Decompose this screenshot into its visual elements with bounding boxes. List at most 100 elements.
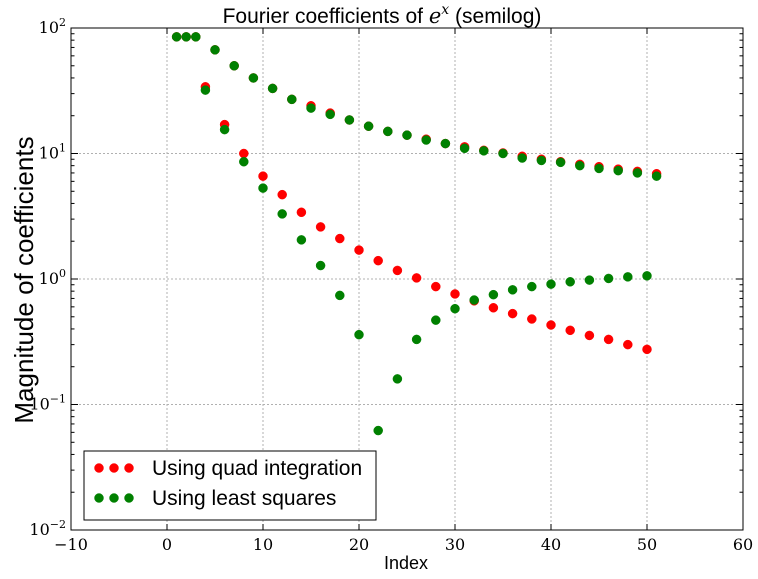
point-lstsq <box>210 45 220 55</box>
x-axis-label: Index <box>384 553 428 573</box>
x-tick-label: 40 <box>541 535 561 554</box>
point-lstsq <box>373 425 383 436</box>
chart-title: Fourier coefficients of ex (semilog) <box>223 0 542 28</box>
legend-dot <box>94 463 104 473</box>
point-lstsq <box>565 277 575 287</box>
x-tick-label: 0 <box>162 535 172 554</box>
point-quad <box>584 330 595 341</box>
point-lstsq <box>651 171 662 181</box>
legend-label-lstsq: Using least squares <box>152 487 336 510</box>
point-quad <box>277 189 287 200</box>
point-quad <box>546 320 556 330</box>
point-quad <box>565 325 575 336</box>
point-quad <box>296 207 307 218</box>
point-lstsq <box>344 115 355 125</box>
x-tick-label: 50 <box>637 535 657 554</box>
point-lstsq <box>191 32 201 42</box>
point-lstsq <box>296 235 307 245</box>
point-quad <box>354 245 364 255</box>
point-quad <box>431 281 441 292</box>
point-lstsq <box>642 271 652 281</box>
point-lstsq <box>488 289 499 300</box>
point-lstsq <box>431 315 441 325</box>
y-tick-label: 102 <box>39 16 66 37</box>
point-lstsq <box>479 146 489 156</box>
point-quad <box>527 314 537 324</box>
point-lstsq <box>632 168 643 178</box>
point-lstsq <box>171 32 182 42</box>
point-quad <box>239 148 249 159</box>
point-lstsq <box>498 148 508 159</box>
point-lstsq <box>450 303 460 314</box>
point-lstsq <box>603 273 614 284</box>
legend-marker-lstsq <box>94 493 134 503</box>
point-lstsq <box>306 103 316 113</box>
legend: Using quad integration Using least squar… <box>83 450 377 521</box>
point-quad <box>411 273 422 283</box>
point-lstsq <box>440 138 451 149</box>
point-quad <box>488 303 499 313</box>
point-lstsq <box>325 109 335 120</box>
point-lstsq <box>575 160 585 171</box>
point-quad <box>315 222 326 232</box>
point-lstsq <box>584 275 595 285</box>
point-lstsq <box>287 94 297 105</box>
legend-marker-quad <box>94 463 134 473</box>
point-lstsq <box>507 285 518 295</box>
point-lstsq <box>594 163 604 174</box>
point-lstsq <box>277 209 287 219</box>
point-lstsq <box>527 281 537 292</box>
point-lstsq <box>392 374 403 384</box>
point-lstsq <box>267 83 278 94</box>
point-quad <box>392 265 403 276</box>
x-tick-labels: −10 0 10 20 30 40 50 60 <box>54 535 753 554</box>
x-tick-label: 60 <box>733 535 753 554</box>
point-lstsq <box>546 279 556 289</box>
legend-dot <box>109 493 119 503</box>
point-quad <box>507 308 518 319</box>
y-tick-label: 10−2 <box>29 518 66 539</box>
point-quad <box>603 334 614 345</box>
point-lstsq <box>411 334 422 345</box>
y-tick-label: 10−1 <box>29 393 66 414</box>
point-lstsq <box>383 126 393 137</box>
legend-dot <box>124 493 134 503</box>
point-lstsq <box>536 155 547 166</box>
point-lstsq <box>517 153 527 163</box>
x-tick-label: 20 <box>349 535 369 554</box>
point-lstsq <box>315 260 326 271</box>
point-lstsq <box>200 85 211 95</box>
legend-dot <box>94 493 104 503</box>
point-quad <box>642 344 652 355</box>
point-quad <box>258 171 268 181</box>
x-tick-label: 30 <box>445 535 465 554</box>
point-lstsq <box>258 183 268 193</box>
axis-ticks <box>70 27 744 531</box>
y-tick-label: 101 <box>39 142 66 163</box>
y-tick-label: 100 <box>39 267 66 288</box>
point-lstsq <box>421 135 431 145</box>
point-quad <box>373 255 383 266</box>
point-lstsq <box>555 157 566 168</box>
legend-box <box>83 450 377 521</box>
point-quad <box>335 233 345 244</box>
y-tick-labels: 10−2 10−1 100 101 102 <box>29 16 66 539</box>
point-lstsq <box>623 272 633 282</box>
point-lstsq <box>363 121 374 131</box>
legend-label-quad: Using quad integration <box>152 457 362 480</box>
point-quad <box>450 289 460 299</box>
x-tick-label: −10 <box>54 535 88 554</box>
point-quad <box>623 339 633 350</box>
point-lstsq <box>613 165 623 176</box>
x-tick-label: 10 <box>253 535 273 554</box>
point-lstsq <box>335 290 345 301</box>
point-lstsq <box>229 61 239 71</box>
point-lstsq <box>219 124 230 135</box>
point-lstsq <box>181 32 191 42</box>
point-lstsq <box>402 130 412 140</box>
point-lstsq <box>469 295 479 305</box>
legend-dot <box>109 463 119 473</box>
point-lstsq <box>248 73 259 83</box>
legend-dot <box>124 463 134 473</box>
